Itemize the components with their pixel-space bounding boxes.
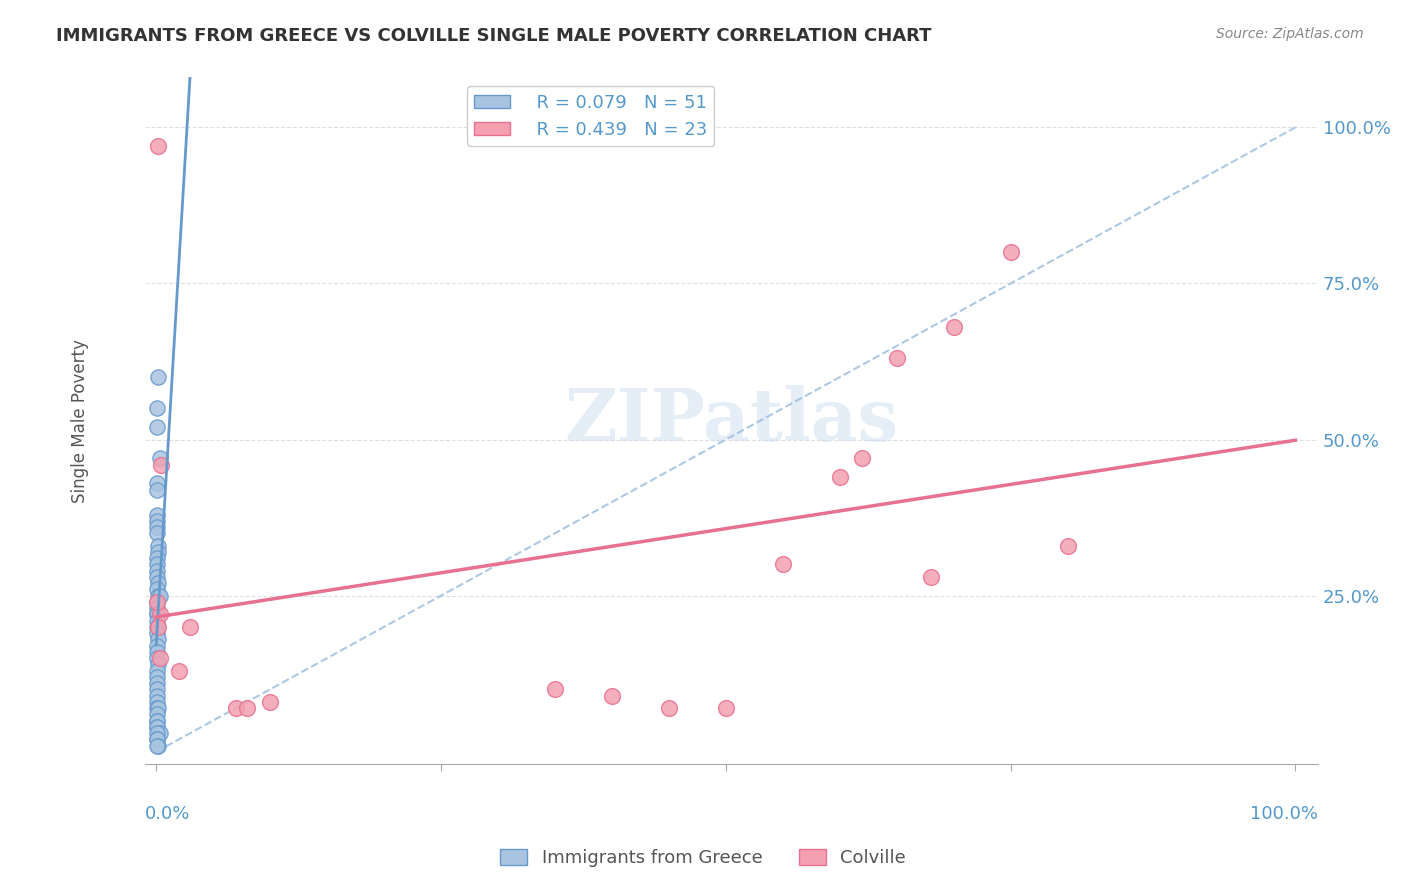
Point xyxy=(149,451,172,466)
Point xyxy=(146,601,169,615)
Text: 0.0%: 0.0% xyxy=(145,805,190,823)
Point xyxy=(148,545,170,559)
Point xyxy=(149,651,172,665)
Point xyxy=(146,645,169,659)
Text: IMMIGRANTS FROM GREECE VS COLVILLE SINGLE MALE POVERTY CORRELATION CHART: IMMIGRANTS FROM GREECE VS COLVILLE SINGL… xyxy=(56,27,932,45)
Point xyxy=(146,551,169,566)
Point xyxy=(920,570,942,584)
Point xyxy=(1000,245,1022,260)
Point xyxy=(146,714,169,728)
Point xyxy=(146,676,169,690)
Point xyxy=(714,701,737,715)
Point xyxy=(146,508,169,522)
Point xyxy=(148,701,170,715)
Text: ZIPatlas: ZIPatlas xyxy=(564,385,898,457)
Point xyxy=(828,470,851,484)
Point xyxy=(167,664,190,678)
Point xyxy=(259,695,281,709)
Point xyxy=(146,514,169,528)
Point xyxy=(146,701,169,715)
Point xyxy=(148,632,170,647)
Point xyxy=(146,664,169,678)
Point xyxy=(146,639,169,653)
Point xyxy=(146,607,169,622)
Point xyxy=(236,701,259,715)
Point xyxy=(225,701,247,715)
Point xyxy=(148,539,170,553)
Point xyxy=(146,564,169,578)
Point xyxy=(544,682,567,697)
Legend: Immigrants from Greece, Colville: Immigrants from Greece, Colville xyxy=(494,841,912,874)
Point xyxy=(851,451,873,466)
Point xyxy=(149,607,172,622)
Point xyxy=(942,320,965,334)
Point xyxy=(146,420,169,434)
Point xyxy=(146,689,169,703)
Point xyxy=(146,582,169,597)
Point xyxy=(148,589,170,603)
Point xyxy=(886,351,908,366)
Point xyxy=(146,670,169,684)
Point xyxy=(148,370,170,384)
Point xyxy=(148,657,170,672)
Point xyxy=(146,732,169,747)
Point xyxy=(149,589,172,603)
Point xyxy=(149,458,172,472)
Text: Source: ZipAtlas.com: Source: ZipAtlas.com xyxy=(1216,27,1364,41)
Legend:   R = 0.079   N = 51,   R = 0.439   N = 23: R = 0.079 N = 51, R = 0.439 N = 23 xyxy=(467,87,714,146)
Y-axis label: Single Male Poverty: Single Male Poverty xyxy=(72,339,89,503)
Point xyxy=(179,620,201,634)
Point xyxy=(146,595,169,609)
Point xyxy=(146,732,169,747)
Text: 100.0%: 100.0% xyxy=(1250,805,1319,823)
Point xyxy=(146,595,169,609)
Point xyxy=(146,558,169,572)
Point xyxy=(146,626,169,640)
Point xyxy=(600,689,623,703)
Point xyxy=(146,720,169,734)
Point xyxy=(146,695,169,709)
Point xyxy=(148,139,170,153)
Point xyxy=(146,651,169,665)
Point xyxy=(146,476,169,491)
Point xyxy=(146,726,169,740)
Point xyxy=(146,526,169,541)
Point xyxy=(148,739,170,753)
Point xyxy=(146,620,169,634)
Point xyxy=(149,726,172,740)
Point xyxy=(1056,539,1078,553)
Point xyxy=(146,401,169,416)
Point xyxy=(146,570,169,584)
Point xyxy=(658,701,681,715)
Point xyxy=(146,714,169,728)
Point xyxy=(146,682,169,697)
Point xyxy=(772,558,794,572)
Point xyxy=(148,620,170,634)
Point xyxy=(146,607,169,622)
Point xyxy=(148,576,170,591)
Point xyxy=(146,739,169,753)
Point xyxy=(146,520,169,534)
Point xyxy=(146,483,169,497)
Point xyxy=(146,614,169,628)
Point xyxy=(146,707,169,722)
Point xyxy=(146,720,169,734)
